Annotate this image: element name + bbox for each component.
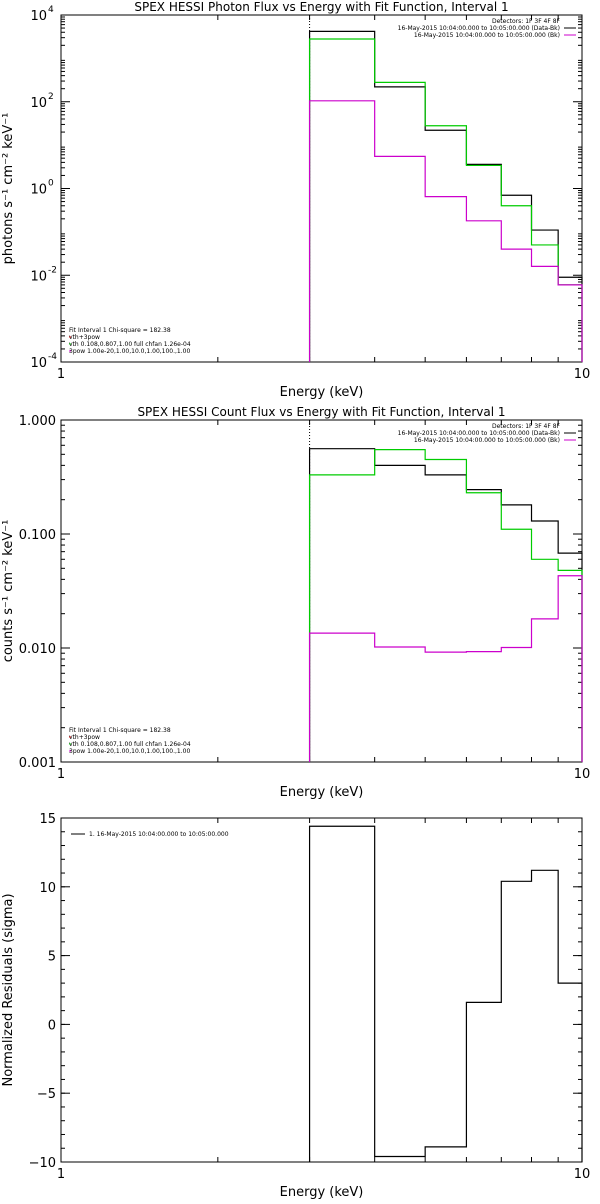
legend-entry: vth 0.108,0.807,1.00 full chfan 1.26e-04 xyxy=(69,341,191,348)
x-axis-label: Energy (keV) xyxy=(280,785,364,800)
x-tick-label: 10 xyxy=(574,767,591,782)
plot-frame xyxy=(60,419,583,763)
legend-entry: vth 0.108,0.807,1.00 full chfan 1.26e-04 xyxy=(69,741,191,748)
y-tick-label: 5 xyxy=(48,950,56,965)
panel-1: SPEX HESSI Photon Flux vs Energy with Fi… xyxy=(1,0,590,400)
y-tick-label: 0.100 xyxy=(19,528,56,543)
x-tick-label: 1 xyxy=(57,1167,65,1182)
series-line-1-16-may-2015-10-04-00-000-to-10-05-00-000 xyxy=(308,825,583,1162)
legend-entry: Fit Interval 1 Chi-square = 182.38 xyxy=(69,727,171,734)
y-tick-label: 0 xyxy=(48,1018,56,1033)
x-tick-label: 10 xyxy=(574,367,591,382)
x-axis-label: Energy (keV) xyxy=(280,1185,364,1200)
legend-entry: 1. 16-May-2015 10:04:00.000 to 10:05:00.… xyxy=(89,831,229,838)
legend-entry: vth+3pow xyxy=(69,734,100,741)
x-tick-label: 1 xyxy=(57,767,65,782)
x-axis-label: Energy (keV) xyxy=(280,385,364,400)
series-line-data xyxy=(308,448,583,762)
y-tick-exponent: -2 xyxy=(48,265,57,275)
header-line: 16-May-2015 10:04:00.000 to 10:05:00.000… xyxy=(414,437,560,444)
header-line: Detectors: 1F 3F 4F 8F xyxy=(492,18,561,25)
y-tick-label: 10 xyxy=(30,9,47,24)
y-tick-label: 10 xyxy=(30,356,47,371)
y-tick-label: −10 xyxy=(29,1156,56,1171)
header-line: 16-May-2015 10:04:00.000 to 10:05:00.000… xyxy=(398,430,560,437)
series-line-3pow xyxy=(308,575,583,762)
y-tick-exponent: 2 xyxy=(48,92,54,102)
chart-title: SPEX HESSI Count Flux vs Energy with Fit… xyxy=(137,405,505,419)
y-tick-label: 10 xyxy=(39,881,56,896)
y-tick-label: 0.010 xyxy=(19,642,56,657)
y-tick-label: 15 xyxy=(39,812,56,827)
y-tick-label: 10 xyxy=(30,269,47,284)
panel-3: 1 10 Energy (keV) −10 −5 0 5 10 15 Normalized Res… xyxy=(1,812,590,1200)
plot-frame xyxy=(60,817,583,1163)
y-tick-exponent: 4 xyxy=(48,5,54,15)
y-tick-exponent: -4 xyxy=(48,352,57,362)
legend-entry: Fit Interval 1 Chi-square = 182.38 xyxy=(69,327,171,334)
y-tick-label: 1.000 xyxy=(19,414,56,429)
y-tick-label: 10 xyxy=(30,183,47,198)
series-line-3pow xyxy=(308,100,583,362)
y-axis-label: photons s⁻¹ cm⁻² keV⁻¹ xyxy=(1,113,16,265)
x-tick-label: 1 xyxy=(57,367,65,382)
y-tick-label: 10 xyxy=(30,96,47,111)
y-axis-label: counts s⁻¹ cm⁻² keV⁻¹ xyxy=(1,520,16,663)
legend-entry: 3pow 1.00e-20,1.00,10.0,1.00,100.,1.00 xyxy=(69,748,190,755)
legend-entry: 3pow 1.00e-20,1.00,10.0,1.00,100.,1.00 xyxy=(69,348,190,355)
x-tick-label: 10 xyxy=(574,1167,591,1182)
series-line-vth xyxy=(308,38,583,362)
y-tick-exponent: 0 xyxy=(48,179,54,189)
chart-title: SPEX HESSI Photon Flux vs Energy with Fi… xyxy=(134,0,508,14)
panel-2: SPEX HESSI Count Flux vs Energy with Fit… xyxy=(1,405,590,800)
legend-entry: vth+3pow xyxy=(69,334,100,341)
y-axis-label: Normalized Residuals (sigma) xyxy=(1,893,16,1086)
header-line: Detectors: 1F 3F 4F 8F xyxy=(492,423,561,430)
plot-frame xyxy=(60,14,583,363)
header-line: 16-May-2015 10:04:00.000 to 10:05:00.000… xyxy=(398,25,560,32)
header-line: 16-May-2015 10:04:00.000 to 10:05:00.000… xyxy=(414,32,560,39)
y-tick-label: −5 xyxy=(37,1087,56,1102)
y-tick-label: 0.001 xyxy=(19,756,56,771)
series-line-vth xyxy=(308,448,583,762)
